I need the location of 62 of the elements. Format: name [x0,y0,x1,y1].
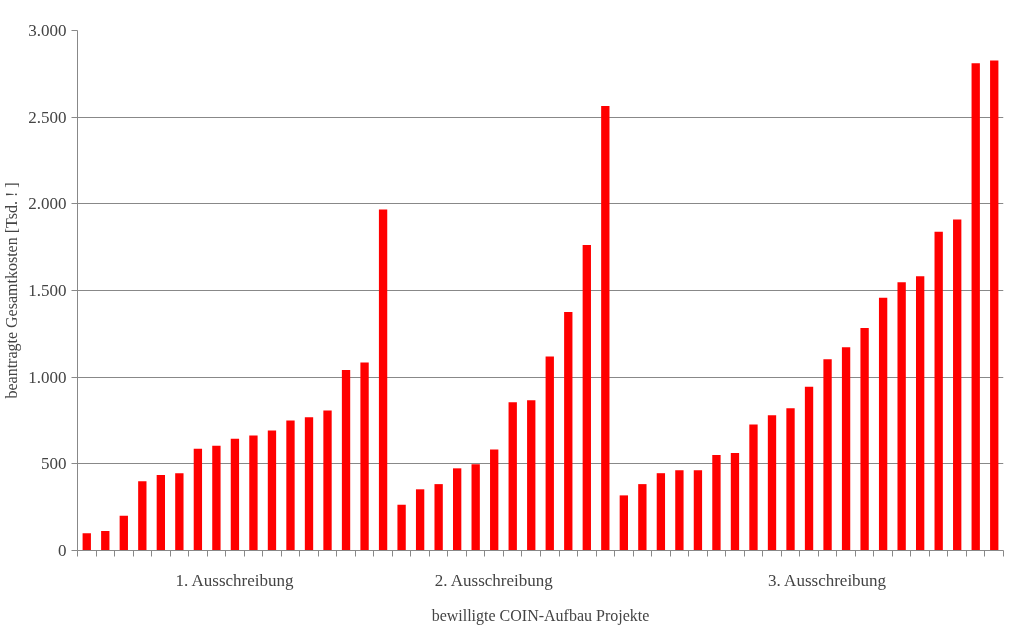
y-axis-title: beantragte Gesamtkosten [Tsd. ! ] [3,182,22,399]
bar [601,105,610,551]
bar [415,489,425,551]
bar [156,475,166,551]
bar [823,359,832,551]
bar [934,231,943,551]
bar [712,454,721,551]
bar [656,473,666,551]
bar [619,495,629,551]
bar [675,470,684,551]
bar [786,408,795,551]
bar [971,63,980,551]
bar [397,504,406,551]
bar [841,347,851,551]
bar [471,464,480,551]
bar [249,435,258,551]
y-tick-label: 1.500 [28,281,67,300]
bar [749,424,758,551]
bar [860,328,869,551]
bar [878,297,888,551]
bar [527,400,536,551]
bar [193,448,203,551]
y-tick-label: 2.500 [28,107,67,127]
bar [230,438,240,551]
bar [490,449,499,551]
bar [304,417,314,551]
bar [693,470,703,551]
bar [267,430,277,551]
bar [323,410,332,551]
bar [286,420,295,551]
bar [564,311,573,551]
bar [582,245,591,551]
bar [360,362,369,551]
bar [138,481,147,551]
bar [953,219,962,551]
y-tick-label: 3.000 [28,21,67,40]
x-tick-label: 3. Ausschreibung [768,570,887,590]
bar [175,473,184,551]
x-tick-label: 2. Ausschreibung [434,570,554,590]
bar [730,452,740,551]
x-tick-label: 1. Ausschreibung [175,570,294,590]
bar [897,282,906,551]
x-axis-title: bewilligte COIN-Aufbau Projekte [431,606,650,625]
bar [101,531,110,551]
y-tick-label: 500 [41,454,67,474]
bar [915,276,925,551]
bar [434,484,443,551]
bar [378,209,388,551]
bar [767,415,777,551]
bar [341,369,351,551]
bar [990,60,999,551]
bar [119,515,128,551]
bar [804,386,814,551]
bar [638,484,647,551]
bar [508,402,517,551]
bar [212,445,221,551]
bar [545,356,554,551]
bar [82,533,91,551]
bar [452,468,462,551]
y-tick-label: 0 [58,541,67,560]
y-tick-label: 2.000 [28,194,67,214]
y-tick-label: 1.000 [28,367,67,387]
